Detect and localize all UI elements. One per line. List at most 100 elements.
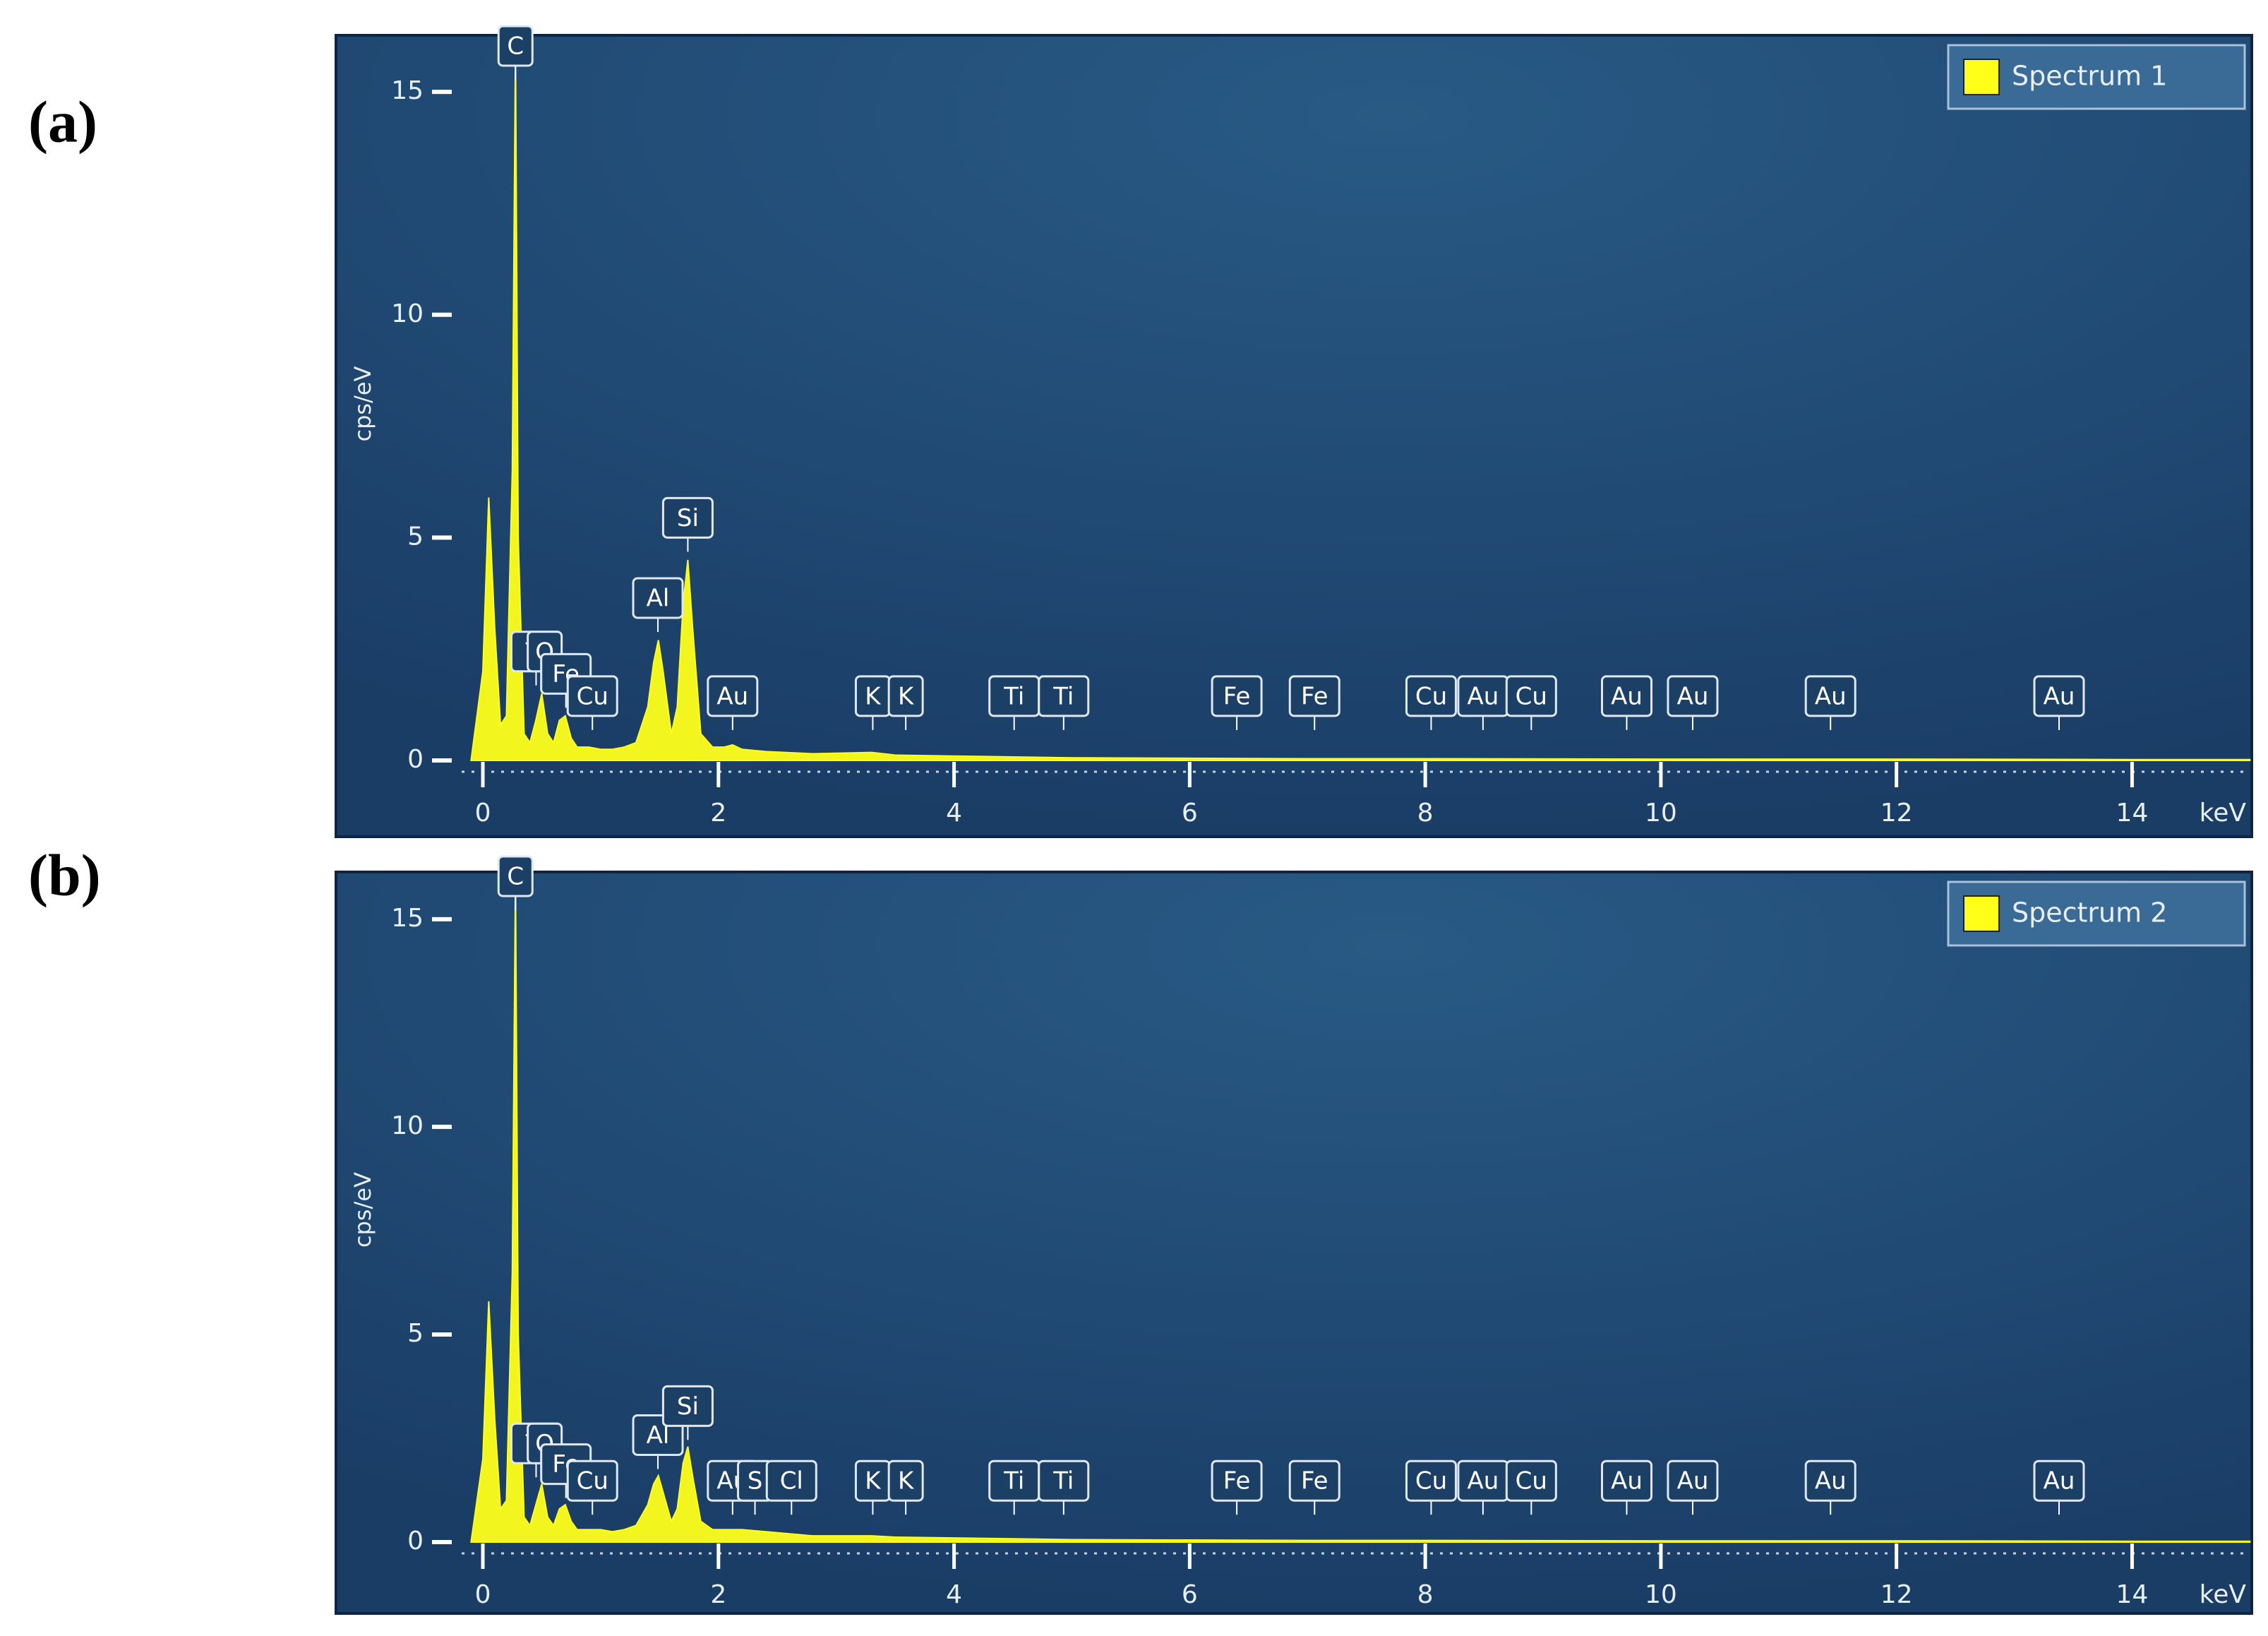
peak-label: C [507,863,524,891]
x-tick-label: 4 [946,1580,962,1609]
peak-label-box [661,1385,714,1427]
peak-label-box [1601,1459,1653,1502]
peak-label-box [1667,1459,1719,1502]
peak-label: Cu [1415,682,1447,710]
legend-box [1947,44,2246,110]
x-tick-label: 12 [1880,799,1913,828]
spectrum-area [470,47,2251,761]
peak-label: Cu [1516,682,1547,710]
peak-label-box [887,1459,924,1502]
peak-label: S [748,1467,763,1495]
peak-label-box [497,25,534,67]
peak-label-box [1505,1459,1557,1502]
x-tick-label: 14 [2116,1580,2149,1609]
peak-label: Si [677,504,699,532]
peak-label-box [1211,675,1263,717]
peak-label-box [497,855,534,897]
panel-label: (a) [28,89,97,155]
peak-label: Ti [1003,1467,1024,1495]
peak-label: C [507,32,524,61]
peak-label-box [632,577,684,619]
x-tick-label: 10 [1645,1580,1677,1609]
peak-label: Au [1815,1467,1847,1495]
peak-label: Cu [1415,1467,1447,1495]
peak-label-box [1405,675,1457,717]
peak-label-box [2033,675,2085,717]
x-tick-label: 0 [475,1580,491,1609]
peak-label: Au [1815,682,1847,710]
peak-label: K [865,1467,882,1495]
peak-label-box [566,1459,618,1502]
peak-label-box [1505,675,1557,717]
peak-label: Au [716,682,748,710]
x-tick-label: 2 [710,799,726,828]
peak-label: Ti [1003,682,1024,710]
peak-label-box [1405,1459,1457,1502]
peak-label-box [1038,675,1090,717]
peak-label: Au [1677,1467,1709,1495]
peak-label: Au [1468,1467,1499,1495]
legend-swatch [1963,59,2000,95]
x-tick-label: 6 [1182,1580,1198,1609]
x-tick-label: 12 [1880,1580,1913,1609]
x-tick-label: 14 [2116,799,2149,828]
peak-label: Al [647,585,670,613]
peak-label: Au [1611,682,1643,710]
peak-label: Au [1677,682,1709,710]
peak-label-box [1804,1459,1856,1502]
y-tick-label: 0 [407,745,424,774]
peak-label: K [898,1467,915,1495]
peak-label-box [2033,1459,2085,1502]
peak-label-box [661,496,714,539]
peak-label: Fe [1301,1467,1328,1495]
x-axis-label: keV [2200,1580,2247,1609]
peak-label-box [1804,675,1856,717]
legend-label: Spectrum 1 [2012,61,2167,92]
y-tick-label: 10 [391,1111,424,1140]
spectrum-area [470,877,2251,1543]
peak-label: Fe [1223,1467,1251,1495]
x-tick-label: 8 [1417,1580,1434,1609]
peak-label: Au [2044,1467,2075,1495]
x-tick-label: 4 [946,799,962,828]
peak-label-box [1288,675,1340,717]
peak-label: Fe [1223,682,1251,710]
x-tick-label: 0 [475,799,491,828]
peak-label: Au [1611,1467,1643,1495]
y-tick-label: 10 [391,299,424,328]
peak-label-box [1667,675,1719,717]
peak-label: K [865,682,882,710]
peak-label-box [1601,675,1653,717]
peak-label-box [566,675,618,717]
y-axis-label: cps/eV [349,1172,376,1248]
peak-label: Cu [577,1467,608,1495]
peak-label: Au [2044,682,2075,710]
legend-swatch [1963,895,2000,932]
x-tick-label: 8 [1417,799,1434,828]
peak-label: Ti [1052,682,1074,710]
peak-label: Cl [780,1467,803,1495]
x-tick-label: 2 [710,1580,726,1609]
peak-label: Si [677,1392,699,1421]
peak-label: Ti [1052,1467,1074,1495]
x-tick-label: 6 [1182,799,1198,828]
panel-label: (b) [28,842,101,908]
y-tick-label: 15 [391,904,424,933]
peak-label-box [887,675,924,717]
peak-label-box [1288,1459,1340,1502]
x-axis-label: keV [2200,799,2247,828]
peak-label: K [898,682,915,710]
y-tick-label: 15 [391,76,424,105]
peak-label: Cu [1516,1467,1547,1495]
y-tick-label: 5 [407,522,424,551]
plot-background [335,871,2253,1615]
peak-label-box [1038,1459,1090,1502]
peak-label-box [1211,1459,1263,1502]
peak-label: Au [1468,682,1499,710]
peak-label: Cu [577,682,608,710]
y-tick-label: 5 [407,1319,424,1348]
y-tick-label: 0 [407,1527,424,1556]
